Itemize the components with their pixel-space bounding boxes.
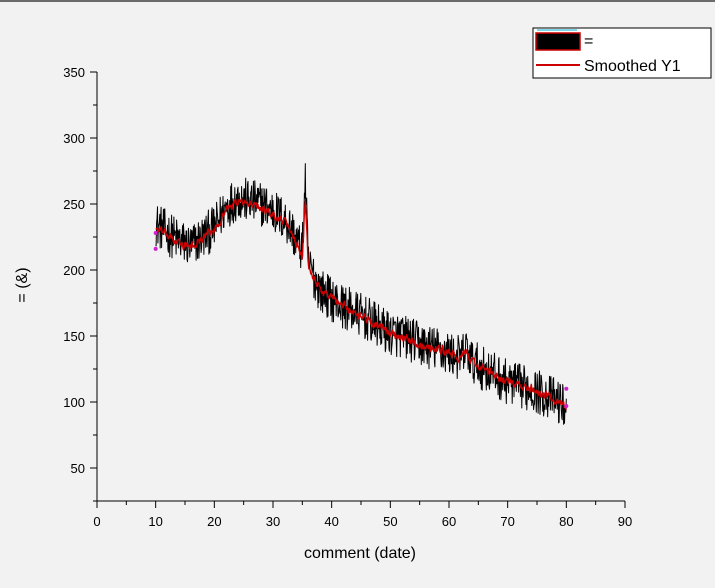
y-tick-label: 300 [63, 131, 85, 146]
series-layer [153, 163, 569, 425]
x-tick-label: 70 [500, 514, 514, 529]
y-tick-label: 150 [63, 329, 85, 344]
legend-swatch-series-1 [535, 32, 581, 51]
x-tick-label: 80 [559, 514, 573, 529]
legend-label-series-1: = [584, 33, 593, 50]
window-top-border [0, 0, 715, 2]
y-axis-title: = (&) [14, 267, 31, 302]
axes-frame [96, 72, 625, 502]
x-tick-label: 50 [383, 514, 397, 529]
y-tick-label: 50 [71, 461, 85, 476]
x-tick-label: 30 [266, 514, 280, 529]
axis-ticks: 0 10 20 30 40 50 60 70 80 90 50 100 150 200 250 300 350 [63, 65, 632, 529]
legend-accent [537, 29, 577, 31]
series-endpoint-marker [153, 246, 158, 251]
y-tick-label: 250 [63, 197, 85, 212]
x-tick-label: 60 [442, 514, 456, 529]
legend-label-series-2: Smoothed Y1 [584, 58, 681, 75]
series-endpoint-marker [564, 403, 569, 408]
x-tick-label: 90 [618, 514, 632, 529]
series-endpoint-marker [564, 386, 569, 391]
y-tick-label: 350 [63, 65, 85, 80]
series-line-1 [155, 163, 567, 425]
series-endpoint-marker [153, 231, 158, 236]
x-axis-title: comment (date) [304, 545, 416, 562]
y-tick-label: 100 [63, 395, 85, 410]
x-tick-label: 20 [207, 514, 221, 529]
x-tick-label: 0 [93, 514, 100, 529]
series-line-2 [155, 197, 567, 410]
y-tick-label: 200 [63, 263, 85, 278]
legend: = Smoothed Y1 [532, 27, 712, 79]
x-tick-label: 40 [324, 514, 338, 529]
x-tick-label: 10 [148, 514, 162, 529]
